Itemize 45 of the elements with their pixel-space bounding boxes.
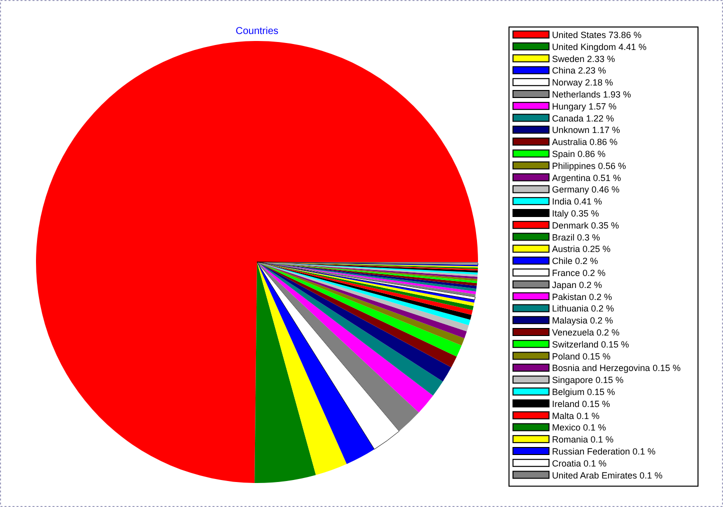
legend-label: Brazil 0.3 %: [552, 232, 600, 242]
legend-label: Switzerland 0.15 %: [552, 339, 630, 350]
legend-label: Germany 0.46 %: [552, 184, 620, 195]
legend-label: Denmark 0.35 %: [552, 220, 620, 230]
legend-label: India 0.41 %: [552, 196, 602, 207]
pie-slice: [36, 41, 478, 483]
legend-label: Australia 0.86 %: [552, 137, 618, 148]
legend-label: Russian Federation 0.1 %: [552, 446, 656, 456]
legend-label: Pakistan 0.2 %: [552, 292, 612, 302]
pie-slice: [257, 262, 347, 476]
legend-label: Mexico 0.1 %: [552, 422, 606, 433]
legend-label: Malta 0.1 %: [552, 410, 600, 421]
legend-label: Norway 2.18 %: [552, 78, 614, 88]
legend-label: Venezuela 0.2 %: [552, 328, 620, 338]
legend-label: Netherlands 1.93 %: [552, 90, 632, 100]
legend-label: United States 73.86 %: [552, 30, 642, 40]
legend-label: Argentina 0.51 %: [552, 172, 622, 183]
pie-slice: [254, 262, 316, 483]
legend-label: Canada 1.22 %: [552, 113, 614, 124]
legend-label: Austria 0.25 %: [552, 244, 611, 254]
legend-label: Belgium 0.15 %: [552, 387, 616, 397]
legend-label: Croatia 0.1 %: [552, 458, 607, 468]
legend-label: China 2.23 %: [552, 66, 606, 76]
legend-label: Chile 0.2 %: [552, 256, 598, 266]
pie-slice: [257, 262, 419, 432]
legend-label: France 0.2 %: [552, 268, 606, 278]
legend-label: Lithuania 0.2 %: [552, 304, 614, 314]
legend-label: Ireland 0.15 %: [552, 398, 610, 409]
legend-label: Spain 0.86 %: [552, 149, 606, 159]
legend-label: Bosnia and Herzegovina 0.15 %: [552, 363, 681, 374]
legend-label: Romania 0.1 %: [552, 434, 614, 445]
legend-label: Singapore 0.15 %: [552, 375, 624, 386]
pie-slice: [257, 262, 434, 413]
legend-label: Unknown 1.17 %: [552, 125, 620, 136]
legend-label: Malaysia 0.2 %: [552, 316, 614, 326]
legend-label: Sweden 2.33 %: [552, 54, 616, 64]
legend-label: Japan 0.2 %: [552, 280, 602, 290]
legend-label: Italy 0.35 %: [552, 208, 600, 218]
pie-slice: [257, 262, 374, 464]
legend-label: Poland 0.15 %: [552, 351, 611, 362]
legend-label: United Kingdom 4.41 %: [552, 42, 647, 52]
legend-label: United Arab Emirates 0.1 %: [552, 470, 663, 480]
legend-label: Philippines 0.56 %: [552, 160, 626, 171]
chart-title: Countries: [236, 26, 278, 37]
legend-label: Hungary 1.57 %: [552, 101, 617, 112]
